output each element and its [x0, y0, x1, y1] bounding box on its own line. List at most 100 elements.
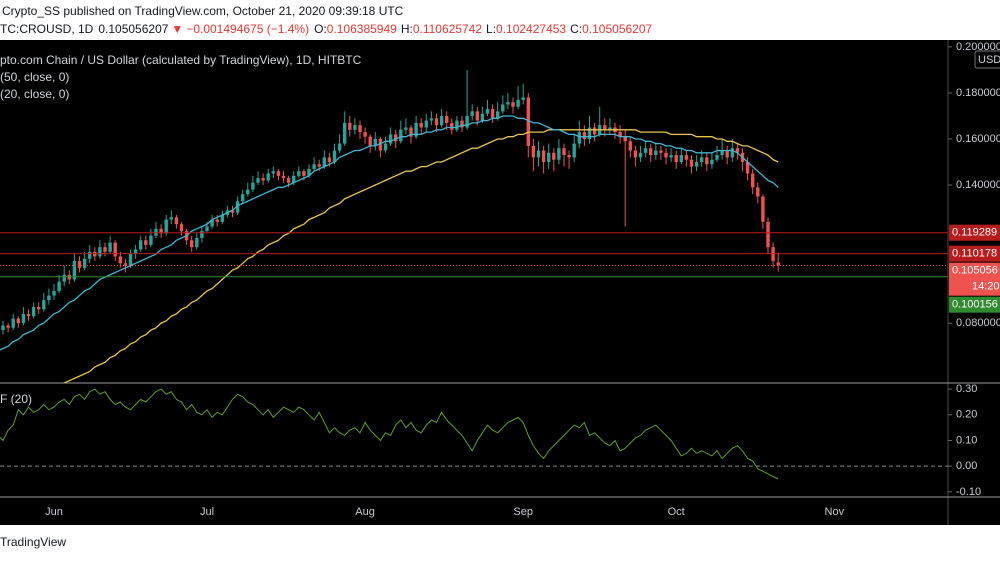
y-tick-label: 0.140000	[956, 179, 1000, 191]
candle-body	[399, 129, 403, 142]
y-tick-label: 0.20	[956, 409, 977, 421]
candle-body	[256, 178, 260, 183]
candle-body	[251, 182, 255, 190]
candle-body	[348, 122, 352, 130]
x-tick-label: Sep	[513, 506, 533, 518]
candle-body	[57, 281, 61, 291]
candle-body	[11, 318, 15, 328]
candle-body	[679, 155, 683, 163]
candle-body	[113, 242, 117, 257]
candle-body	[490, 109, 495, 119]
candle-body	[47, 295, 51, 301]
candle-body	[88, 251, 92, 259]
candle-body	[710, 159, 714, 165]
candle-body	[312, 164, 316, 169]
candle-body	[725, 150, 729, 158]
close-label: C:	[570, 22, 582, 36]
candle-body	[62, 274, 66, 282]
candle-body	[292, 175, 296, 183]
x-tick-label: Nov	[825, 506, 845, 518]
price-tag	[949, 296, 1000, 313]
arrow: ▼	[171, 22, 183, 36]
candle-body	[123, 263, 128, 266]
footer-bg	[0, 525, 1000, 562]
candle-body	[659, 150, 663, 153]
candle-body	[587, 127, 592, 139]
candle-body	[37, 307, 41, 310]
x-tick-label: Jun	[45, 506, 63, 518]
candle-body	[521, 97, 525, 100]
candle-body	[419, 122, 423, 128]
candle-body	[42, 300, 46, 310]
open-value: 0.106385949	[327, 22, 397, 36]
moving-average	[62, 129, 779, 383]
candle-body	[643, 148, 648, 153]
candle-body	[735, 148, 740, 153]
candle-body	[496, 111, 500, 119]
y-tick-label: 0.200000	[956, 41, 1000, 53]
candle-body	[16, 318, 20, 324]
candle-body	[577, 132, 581, 144]
candle-body	[31, 307, 36, 317]
candle-body	[567, 155, 571, 158]
candle-body	[628, 141, 632, 151]
candle-body	[133, 249, 138, 255]
y-tick-label: 0.00	[956, 460, 977, 472]
chart-bg	[0, 40, 1000, 525]
x-tick-label: Oct	[668, 506, 685, 518]
candle-body	[327, 157, 332, 163]
candle-body	[195, 237, 199, 248]
candle-body	[409, 127, 413, 137]
header-bg	[0, 0, 1000, 40]
candle-body	[286, 178, 291, 183]
candle-body	[200, 231, 204, 238]
candle-body	[424, 120, 428, 128]
candle-body	[404, 127, 408, 130]
low-label: L:	[486, 22, 496, 36]
candle-body	[210, 219, 214, 227]
high-label: H:	[401, 22, 413, 36]
y-tick-label: 0.10	[956, 434, 977, 446]
candle-body	[475, 111, 479, 121]
candle-body	[623, 136, 627, 142]
candle-body	[343, 122, 347, 144]
candle-body	[302, 171, 306, 176]
y-tick-label: 0.160000	[956, 133, 1000, 145]
currency-box[interactable]	[974, 50, 1000, 69]
candle-body	[26, 313, 31, 317]
candle-body	[297, 171, 301, 176]
candle-body	[766, 221, 770, 248]
candle-body	[52, 290, 56, 296]
y-tick-label: 0.30	[956, 383, 977, 395]
chart-title: pto.com Chain / US Dollar (calculated by…	[0, 53, 362, 67]
candle-body	[761, 196, 765, 222]
candle-body	[439, 115, 444, 126]
candle-body	[526, 97, 530, 146]
footer: TradingView	[0, 535, 66, 549]
candle-body	[756, 187, 760, 197]
candle-body	[230, 210, 235, 213]
candle-body	[307, 168, 311, 176]
candle-body	[332, 150, 337, 163]
candle-body	[378, 138, 383, 151]
candle-body	[669, 155, 673, 158]
candle-body	[82, 258, 87, 268]
candle-body	[664, 152, 668, 158]
candle-body	[720, 150, 724, 156]
candle-body	[77, 260, 82, 268]
candle-body	[705, 157, 709, 165]
candle-body	[21, 313, 26, 324]
candle-body	[547, 152, 551, 163]
candle-body	[745, 162, 750, 174]
candle-body	[368, 136, 372, 146]
candle-body	[715, 155, 719, 160]
price-tag	[949, 245, 1000, 262]
candle-body	[506, 102, 510, 105]
candle-body	[608, 127, 612, 130]
candle-body	[689, 159, 694, 167]
candle-body	[470, 111, 474, 116]
candle-body	[751, 173, 755, 188]
last-price: 0.105056207	[98, 22, 168, 36]
